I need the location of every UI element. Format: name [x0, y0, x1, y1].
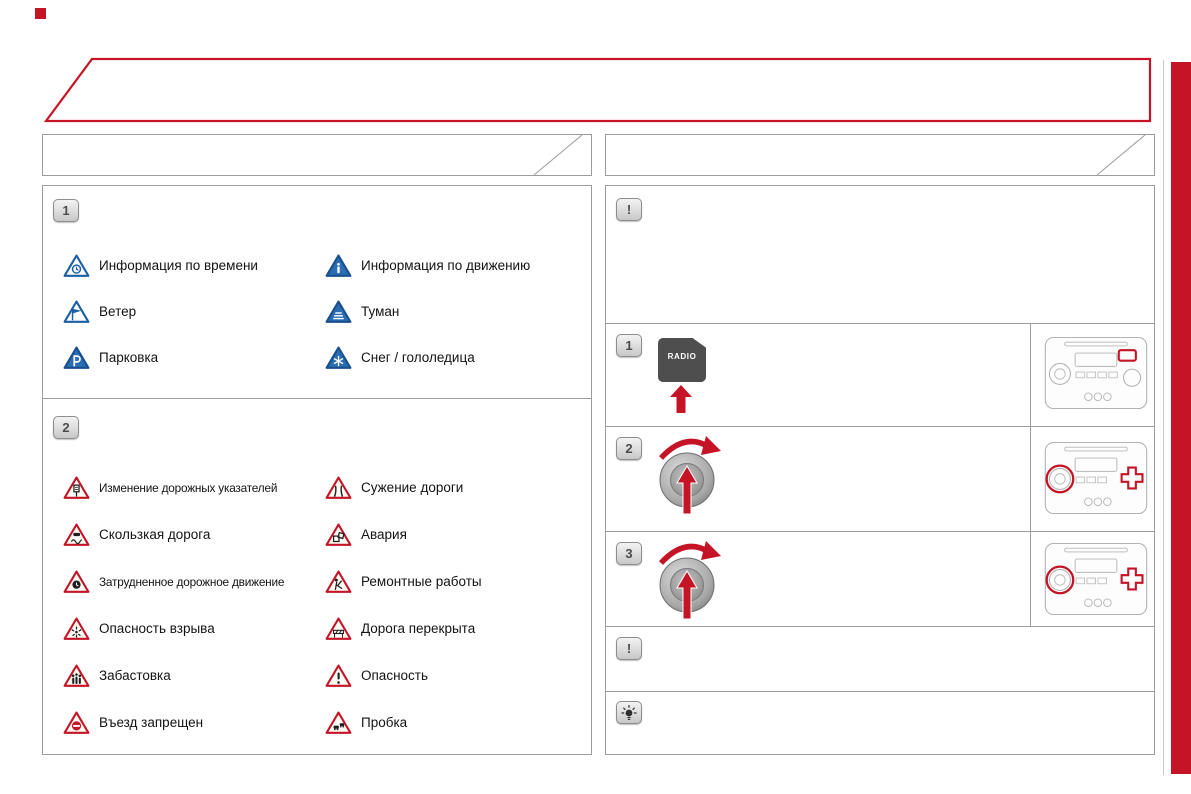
sd-card-label: RADIO: [667, 352, 697, 361]
wind-icon: [63, 300, 90, 323]
chapter-tab: [1171, 62, 1191, 774]
narrow-road-icon: [325, 476, 352, 499]
step-3-badge: 3: [616, 542, 642, 565]
snow-ice-icon: [325, 346, 352, 369]
legend-item: Изменение дорожных указателей: [63, 475, 325, 500]
warning-note-badge: !: [616, 198, 642, 221]
left-column-header: [42, 134, 592, 176]
row-divider: [606, 426, 1154, 427]
radio-faceplate-thumbnail: [1044, 542, 1148, 616]
right-column-header: [605, 134, 1155, 176]
legend-label: Въезд запрещен: [99, 715, 204, 730]
legend-item: Информация по движению: [325, 253, 581, 278]
strike-icon: [63, 664, 90, 687]
legend-item: Забастовка: [63, 663, 325, 688]
legend-label: Дорога перекрыта: [361, 621, 476, 636]
row-divider: [606, 626, 1154, 627]
rotary-knob-icon: [658, 436, 721, 515]
row-divider: [606, 323, 1154, 324]
legend-item: Въезд запрещен: [63, 710, 325, 735]
legend-label: Авария: [361, 527, 407, 542]
section-2-badge: 2: [53, 416, 79, 439]
radio-instructions-panel: ! 1 RADIO: [605, 185, 1155, 755]
tmc-legend-panel: 1 Информация по времени Информация по дв…: [42, 185, 592, 755]
row-divider: [606, 531, 1154, 532]
indicator-lamp-icon: [621, 704, 637, 720]
legend-label: Сужение дороги: [361, 480, 464, 495]
legend-item: Сужение дороги: [325, 475, 581, 500]
legend-item: Ремонтные работы: [325, 569, 581, 594]
legend-label: Информация по движению: [361, 257, 531, 273]
legend-label: Затрудненное дорожное движение: [99, 574, 285, 589]
legend-item: Пробка: [325, 710, 581, 735]
legend-label: Информация по времени: [99, 257, 258, 273]
section-2-grid: Изменение дорожных указателей Сужение до…: [63, 464, 581, 746]
title-banner: [43, 57, 1152, 123]
slippery-road-icon: [63, 523, 90, 546]
danger-icon: [325, 664, 352, 687]
legend-item: Информация по времени: [63, 253, 325, 278]
legend-item: Затрудненное дорожное движение: [63, 569, 325, 594]
legend-label: Забастовка: [99, 668, 171, 683]
legend-label: Скользкая дорога: [99, 527, 211, 542]
fog-icon: [325, 300, 352, 323]
rotary-knob-icon: [658, 541, 721, 620]
legend-label: Опасность взрыва: [99, 621, 215, 636]
road-closed-icon: [325, 617, 352, 640]
radio-faceplate-thumbnail: [1044, 336, 1148, 410]
section-divider: [43, 398, 591, 399]
traffic-jam-icon: [325, 711, 352, 734]
legend-label: Ремонтные работы: [361, 574, 482, 589]
legend-label: Пробка: [361, 715, 408, 730]
section-1-grid: Информация по времени Информация по движ…: [63, 242, 581, 380]
column-divider: [1030, 323, 1031, 626]
section-1-badge: 1: [53, 199, 79, 222]
no-entry-icon: [63, 711, 90, 734]
parking-icon: [63, 346, 90, 369]
legend-label: Ветер: [99, 303, 137, 319]
page-edge-line: [1163, 60, 1164, 775]
row-divider: [606, 691, 1154, 692]
legend-item: Опасность: [325, 663, 581, 688]
legend-label: Туман: [361, 303, 400, 319]
corner-marker: [35, 8, 46, 19]
legend-item: Скользкая дорога: [63, 522, 325, 547]
step-2-badge: 2: [616, 437, 642, 460]
sd-card-icon: RADIO: [658, 338, 706, 382]
insert-arrow-icon: [670, 385, 692, 413]
legend-item: Авария: [325, 522, 581, 547]
explosion-icon: [63, 617, 90, 640]
sign-change-icon: [63, 476, 90, 499]
indicator-lamp-badge: [616, 701, 642, 724]
time-info-icon: [63, 254, 90, 277]
legend-label: Опасность: [361, 668, 428, 683]
legend-item: Туман: [325, 299, 581, 324]
roadworks-icon: [325, 570, 352, 593]
legend-label: Снег / гололедица: [361, 349, 475, 365]
radio-faceplate-thumbnail: [1044, 441, 1148, 515]
legend-label: Изменение дорожных указателей: [99, 480, 278, 495]
step-1-badge: 1: [616, 334, 642, 357]
legend-item: Ветер: [63, 299, 325, 324]
congestion-icon: [63, 570, 90, 593]
legend-item: Снег / гололедица: [325, 345, 581, 370]
traffic-info-icon: [325, 254, 352, 277]
legend-item: Опасность взрыва: [63, 616, 325, 641]
warning-note-badge: !: [616, 637, 642, 660]
accident-icon: [325, 523, 352, 546]
legend-label: Парковка: [99, 349, 159, 365]
legend-item: Дорога перекрыта: [325, 616, 581, 641]
legend-item: Парковка: [63, 345, 325, 370]
